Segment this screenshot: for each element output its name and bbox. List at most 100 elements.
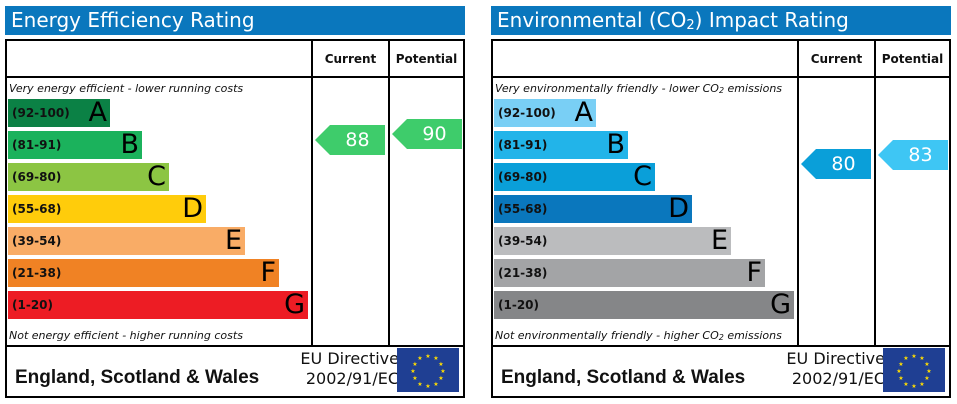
svg-text:★: ★ bbox=[417, 381, 422, 388]
column-divider bbox=[311, 41, 313, 347]
eu-flag-icon: ★ ★ ★ ★ ★ ★ ★ ★ ★ ★ ★ ★ bbox=[397, 348, 459, 392]
environmental-table: Current Potential Very environmentally f… bbox=[491, 39, 951, 398]
band-letter: C bbox=[633, 161, 652, 192]
svg-text:★: ★ bbox=[425, 383, 430, 390]
eu-directive-line1: EU Directive bbox=[786, 349, 885, 368]
top-note: Very energy efficient - lower running co… bbox=[9, 82, 244, 95]
svg-text:★: ★ bbox=[898, 361, 903, 368]
column-header-potential: Potential bbox=[395, 52, 458, 66]
band-letter: C bbox=[147, 161, 166, 192]
svg-text:★: ★ bbox=[919, 381, 924, 388]
arrow-left-icon bbox=[315, 125, 385, 155]
column-header-current: Current bbox=[324, 52, 377, 66]
header-divider bbox=[493, 76, 949, 78]
band-range: (1-20) bbox=[498, 298, 539, 312]
band-letter: F bbox=[746, 257, 762, 288]
potential-rating-arrow: 90 bbox=[392, 119, 462, 149]
band-letter: E bbox=[710, 225, 728, 256]
band-range: (81-91) bbox=[498, 138, 548, 152]
band-c: (69-80) C bbox=[494, 161, 655, 192]
footer-divider bbox=[493, 345, 949, 347]
band-range: (21-38) bbox=[12, 266, 62, 280]
band-f: (21-38) F bbox=[8, 257, 279, 288]
svg-text:★: ★ bbox=[898, 375, 903, 382]
band-range: (92-100) bbox=[498, 106, 556, 120]
band-c: (69-80) C bbox=[8, 161, 169, 192]
arrow-left-icon bbox=[801, 149, 871, 179]
band-letter: F bbox=[260, 257, 276, 288]
band-letter: D bbox=[182, 193, 203, 224]
column-header-potential: Potential bbox=[881, 52, 944, 66]
svg-text:★: ★ bbox=[903, 355, 908, 362]
potential-rating-value: 90 bbox=[422, 123, 447, 145]
current-rating-value: 80 bbox=[831, 153, 856, 175]
band-range: (92-100) bbox=[12, 106, 70, 120]
svg-text:★: ★ bbox=[911, 353, 916, 360]
band-range: (1-20) bbox=[12, 298, 53, 312]
svg-text:★: ★ bbox=[417, 355, 422, 362]
energy-table: Current Potential Very energy efficient … bbox=[5, 39, 465, 398]
svg-text:★: ★ bbox=[911, 383, 916, 390]
band-letter: B bbox=[606, 129, 625, 160]
environmental-title: Environmental (CO2) Impact Rating bbox=[491, 6, 951, 35]
band-range: (69-80) bbox=[12, 170, 62, 184]
band-letter: E bbox=[224, 225, 242, 256]
band-letter: G bbox=[284, 289, 305, 320]
band-range: (39-54) bbox=[498, 234, 548, 248]
svg-text:★: ★ bbox=[438, 361, 443, 368]
current-rating-arrow: 88 bbox=[315, 125, 385, 155]
band-letter: G bbox=[770, 289, 791, 320]
column-divider bbox=[874, 41, 876, 347]
svg-text:★: ★ bbox=[440, 368, 445, 375]
current-rating-value: 88 bbox=[345, 129, 370, 151]
eu-directive-line2: 2002/91/EC bbox=[791, 369, 885, 388]
band-range: (21-38) bbox=[498, 266, 548, 280]
band-letter: D bbox=[668, 193, 689, 224]
region-label: England, Scotland & Wales bbox=[501, 367, 746, 388]
top-note: Very environmentally friendly - lower CO… bbox=[495, 82, 783, 95]
footer-divider bbox=[7, 345, 463, 347]
environmental-impact-panel: Environmental (CO2) Impact Rating Curren… bbox=[491, 6, 951, 398]
svg-text:★: ★ bbox=[425, 353, 430, 360]
energy-efficiency-panel: Energy Efficiency Rating Current Potenti… bbox=[5, 6, 465, 398]
svg-text:★: ★ bbox=[919, 355, 924, 362]
band-b: (81-91) B bbox=[8, 129, 142, 160]
band-e: (39-54) E bbox=[8, 225, 245, 256]
svg-text:★: ★ bbox=[410, 368, 415, 375]
svg-text:★: ★ bbox=[433, 381, 438, 388]
band-range: (69-80) bbox=[498, 170, 548, 184]
band-letter: B bbox=[120, 129, 139, 160]
band-range: (55-68) bbox=[498, 202, 548, 216]
potential-rating-value: 83 bbox=[908, 144, 933, 166]
band-range: (81-91) bbox=[12, 138, 62, 152]
band-range: (55-68) bbox=[12, 202, 62, 216]
arrow-left-icon bbox=[392, 119, 462, 149]
band-a: (92-100) A bbox=[494, 97, 596, 128]
svg-text:★: ★ bbox=[924, 375, 929, 382]
bottom-note: Not environmentally friendly - higher CO… bbox=[495, 329, 782, 342]
eu-directive: EU Directive 2002/91/EC bbox=[786, 349, 885, 389]
svg-text:★: ★ bbox=[896, 368, 901, 375]
svg-text:★: ★ bbox=[412, 361, 417, 368]
band-g: (1-20) G bbox=[494, 289, 794, 320]
svg-text:★: ★ bbox=[924, 361, 929, 368]
band-a: (92-100) A bbox=[8, 97, 110, 128]
band-f: (21-38) F bbox=[494, 257, 765, 288]
current-rating-arrow: 80 bbox=[801, 149, 871, 179]
band-d: (55-68) D bbox=[8, 193, 206, 224]
svg-text:★: ★ bbox=[903, 381, 908, 388]
band-e: (39-54) E bbox=[494, 225, 731, 256]
column-divider bbox=[797, 41, 799, 347]
band-b: (81-91) B bbox=[494, 129, 628, 160]
eu-directive: EU Directive 2002/91/EC bbox=[300, 349, 399, 389]
bottom-note: Not energy efficient - higher running co… bbox=[9, 329, 243, 342]
eu-directive-line1: EU Directive bbox=[300, 349, 399, 368]
band-range: (39-54) bbox=[12, 234, 62, 248]
eu-directive-line2: 2002/91/EC bbox=[305, 369, 399, 388]
column-header-current: Current bbox=[810, 52, 863, 66]
potential-rating-arrow: 83 bbox=[878, 140, 948, 170]
header-divider bbox=[7, 76, 463, 78]
arrow-left-icon bbox=[878, 140, 948, 170]
energy-title: Energy Efficiency Rating bbox=[5, 6, 465, 35]
svg-text:★: ★ bbox=[412, 375, 417, 382]
